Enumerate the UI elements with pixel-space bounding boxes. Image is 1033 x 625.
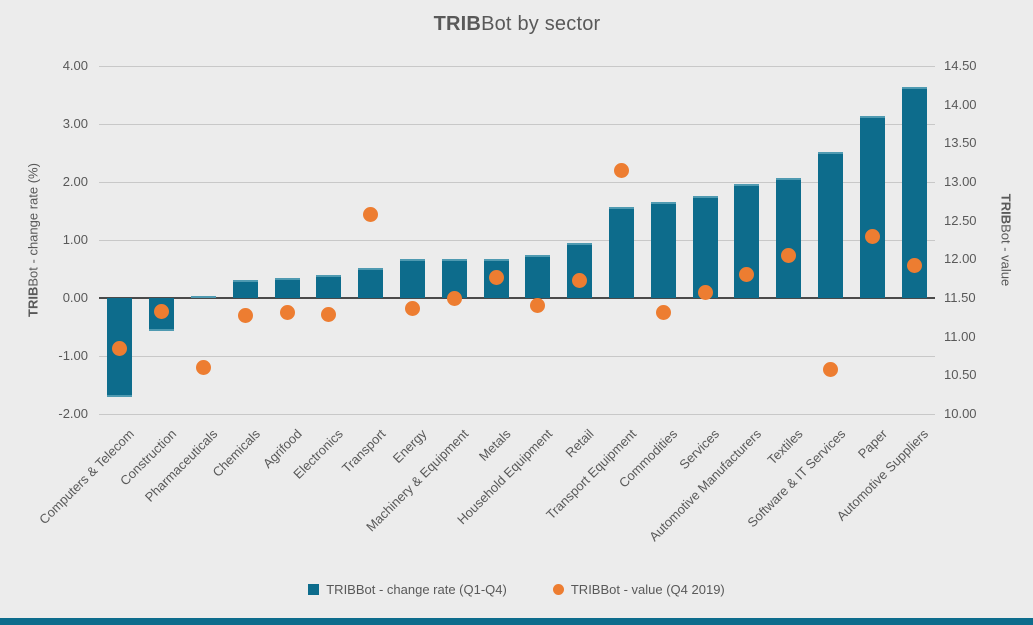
- dot-household-equipment: [530, 298, 546, 314]
- bar-household-equipment: [525, 254, 551, 298]
- dot-software-it-services: [823, 362, 838, 378]
- left-axis-tick: 0.00: [62, 290, 88, 305]
- legend: TRIBBot - change rate (Q1-Q4) TRIBBot - …: [0, 582, 1033, 597]
- dot-computers-telecom: [112, 340, 128, 356]
- dot-services: [697, 285, 713, 301]
- dot-chemicals: [237, 307, 253, 323]
- left-axis-tick: 4.00: [62, 58, 88, 73]
- right-axis-tick: 14.50: [944, 58, 977, 73]
- right-axis-tick: 10.50: [944, 367, 977, 383]
- gridline: [99, 356, 935, 357]
- zero-gridline: [99, 297, 935, 299]
- chart-title-bold: TRIB: [433, 13, 482, 35]
- x-axis-label: Textiles: [764, 426, 807, 468]
- dot-textiles: [781, 247, 797, 263]
- chart-title: TRIBBot by sector: [99, 13, 935, 36]
- dot-machinery-equipment: [446, 291, 462, 307]
- bar-agrifood: [274, 277, 300, 298]
- dot-paper: [864, 228, 880, 244]
- gridline: [99, 124, 935, 125]
- bar-energy: [400, 258, 425, 298]
- legend-circle-icon: [552, 584, 564, 595]
- bar-construction: [149, 298, 175, 332]
- x-axis-label: Retail: [562, 426, 598, 461]
- dot-metals: [488, 270, 504, 286]
- dot-pharmaceuticals: [196, 360, 211, 376]
- right-axis-tick: 11.50: [944, 290, 976, 305]
- legend-square-icon: [308, 584, 320, 595]
- x-axis-label: Metals: [475, 426, 514, 464]
- left-axis-tick: 1.00: [62, 232, 88, 247]
- dot-automotive-suppliers: [906, 258, 922, 274]
- dot-retail: [572, 273, 588, 289]
- right-axis-tick: 13.00: [944, 174, 977, 189]
- x-axis-label: Pharmaceuticals: [142, 426, 221, 505]
- dot-transport-equipment: [614, 162, 629, 178]
- x-axis-label: Energy: [390, 426, 430, 466]
- legend-item-change-rate: TRIBBot - change rate (Q1-Q4): [308, 582, 507, 597]
- dot-commodities: [655, 305, 671, 321]
- right-axis-title-bold: TRIB: [998, 193, 1014, 225]
- bar-services: [692, 195, 718, 298]
- legend-item-value: TRIBBot - value (Q4 2019): [552, 582, 725, 597]
- bar-pharmaceuticals: [191, 296, 216, 299]
- dot-construction: [154, 304, 170, 320]
- bar-retail: [567, 242, 593, 298]
- dot-electronics: [321, 306, 337, 322]
- right-axis-tick: 12.50: [944, 212, 977, 228]
- right-axis-tick: 13.50: [944, 135, 977, 151]
- x-axis-label: Paper: [854, 426, 890, 462]
- right-axis-tick: 10.00: [944, 406, 977, 421]
- bottom-accent-bar: [0, 618, 1033, 625]
- bar-software-it-services: [818, 151, 843, 298]
- bar-commodities: [650, 202, 676, 298]
- left-axis-tick: -2.00: [58, 406, 88, 421]
- right-axis-title-rest: Bot - value: [998, 224, 1014, 287]
- chart-title-rest: Bot by sector: [481, 13, 601, 35]
- legend-label-value: TRIBBot - value (Q4 2019): [570, 582, 725, 597]
- legend-label-change-rate: TRIBBot - change rate (Q1-Q4): [326, 582, 507, 597]
- right-axis-tick: 11.00: [944, 328, 976, 344]
- left-axis-tick: 2.00: [62, 174, 88, 189]
- dot-automotive-manufacturers: [739, 267, 755, 283]
- bar-textiles: [776, 177, 802, 298]
- bar-transport-equipment: [609, 206, 634, 298]
- gridline: [99, 240, 935, 241]
- dot-agrifood: [279, 305, 295, 321]
- bar-transport: [358, 267, 384, 298]
- bar-electronics: [316, 274, 342, 298]
- left-axis-tick: -1.00: [58, 348, 88, 363]
- right-axis-tick: 14.00: [944, 96, 977, 112]
- gridline: [99, 66, 935, 67]
- dot-transport: [363, 206, 379, 222]
- bar-chemicals: [232, 280, 258, 298]
- left-axis-tick: 3.00: [62, 116, 88, 131]
- right-axis-tick: 12.00: [944, 251, 977, 267]
- plot-area: [99, 66, 935, 415]
- right-axis-title: TRIBBot - value: [999, 194, 1014, 287]
- dot-energy: [405, 300, 420, 316]
- gridline: [99, 182, 935, 183]
- x-axis-label: Transport: [338, 426, 389, 476]
- bar-paper: [859, 116, 885, 298]
- gridline: [99, 414, 935, 415]
